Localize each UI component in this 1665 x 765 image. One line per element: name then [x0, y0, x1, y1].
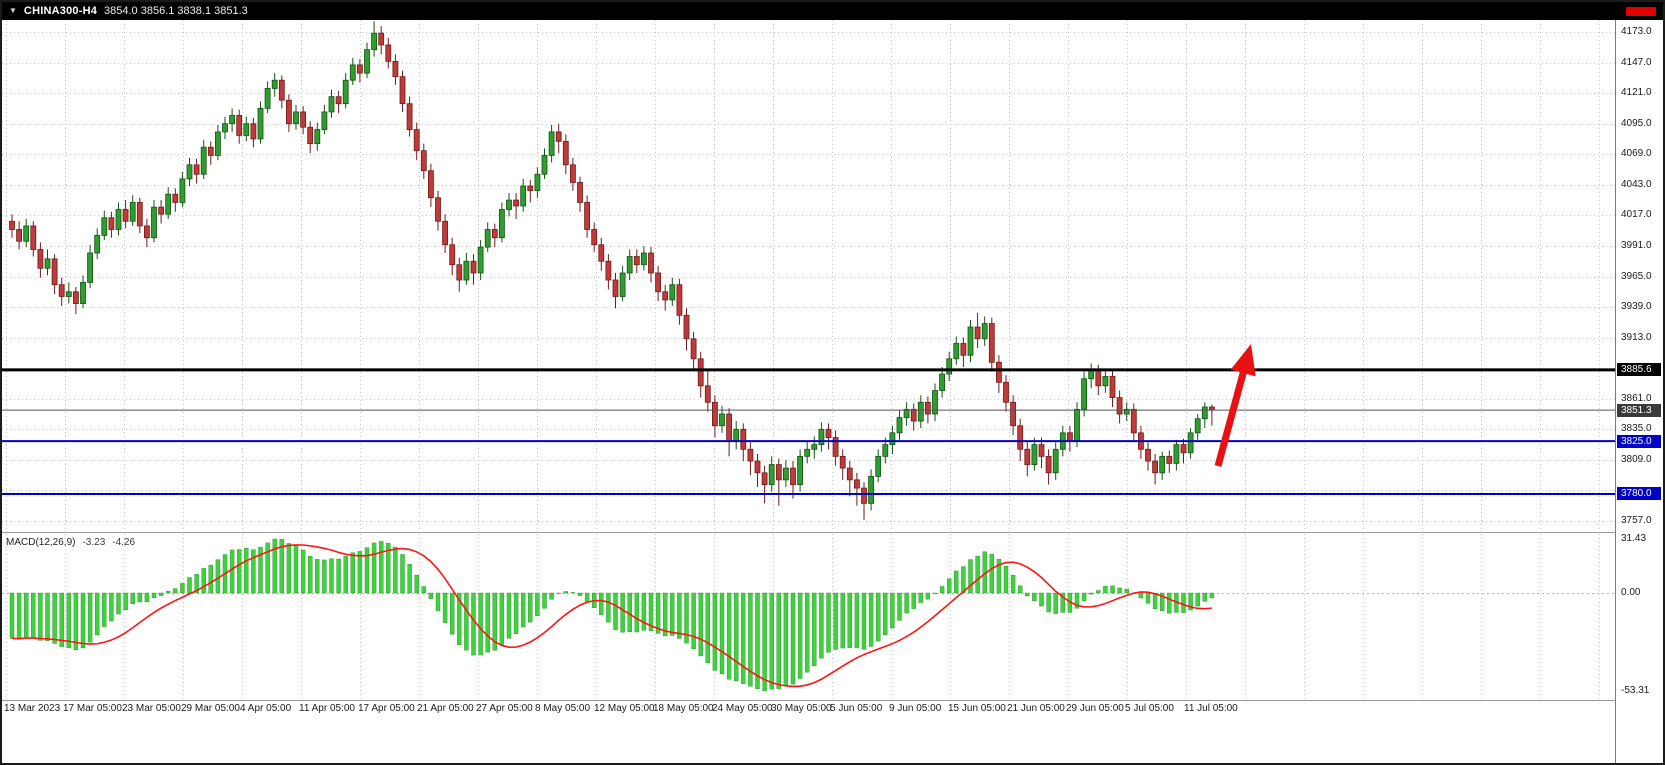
time-axis-label: 30 May 05:00: [771, 703, 832, 714]
price-axis[interactable]: 31.43 0.00 -53.31 4173.0 4147.0 4121.0 4095…: [1615, 20, 1663, 763]
time-axis-label: 23 Mar 05:00: [122, 703, 181, 714]
time-axis-label: 17 Mar 05:00: [63, 703, 122, 714]
price-axis-label: 3757.0: [1621, 515, 1652, 526]
macd-scale-zero: 0.00: [1621, 587, 1641, 598]
time-axis-label: 21 Jun 05:00: [1007, 703, 1065, 714]
grid-layer: [2, 20, 1615, 533]
price-axis-label: 3835.0: [1621, 423, 1652, 435]
time-axis-label: 5 Jul 05:00: [1125, 703, 1174, 714]
time-axis-label: 24 May 05:00: [712, 703, 773, 714]
macd-plot[interactable]: [2, 534, 1615, 700]
chart-symbol-title: CHINA300-H4: [23, 5, 98, 17]
macd-indicator-label: MACD(12,26,9) -3.23 -4.26: [6, 537, 135, 548]
current-price-badge: 3851.3: [1617, 403, 1661, 417]
time-axis-label: 5 Jun 05:00: [830, 703, 883, 714]
time-axis-label: 4 Apr 05:00: [240, 703, 292, 714]
time-axis-label: 11 Apr 05:00: [299, 703, 355, 714]
macd-scale-min: -53.31: [1621, 685, 1650, 696]
time-axis-label: 17 Apr 05:00: [358, 703, 415, 714]
price-chart-plot[interactable]: [2, 20, 1615, 533]
price-axis-label: 3991.0: [1621, 239, 1652, 251]
time-axis-label: 27 Apr 05:00: [476, 703, 533, 714]
resistance-price-badge: 3885.6: [1617, 363, 1661, 377]
macd-signal-value: -4.26: [112, 537, 136, 548]
time-axis-label: 12 May 05:00: [594, 703, 655, 714]
macd-signal-line: [11, 544, 1212, 688]
macd-histogram: [9, 538, 1215, 692]
time-axis-label: 21 Apr 05:00: [417, 703, 474, 714]
time-axis-label: 8 May 05:00: [535, 703, 591, 714]
price-axis-label: 4069.0: [1621, 148, 1652, 160]
close-icon[interactable]: [1626, 6, 1656, 16]
symbol-dropdown-icon[interactable]: ▼: [9, 6, 17, 15]
candles-layer: [9, 21, 1215, 520]
time-axis-label: 11 Jul 05:00: [1184, 703, 1238, 714]
chart-ohlc-values: 3854.0 3856.1 3838.1 3851.3: [104, 5, 248, 17]
price-axis-label: 3913.0: [1621, 331, 1652, 343]
price-axis-label: 3965.0: [1621, 270, 1652, 282]
support2-price-badge: 3780.0: [1617, 487, 1661, 501]
price-axis-label: 4017.0: [1621, 209, 1652, 221]
time-axis[interactable]: 13 Mar 2023 17 Mar 05:00 23 Mar 05:00 29 Ma…: [2, 701, 1615, 719]
time-axis-label: 29 Mar 05:00: [181, 703, 240, 714]
macd-scale-max: 31.43: [1621, 533, 1647, 544]
price-axis-label: 4095.0: [1621, 117, 1652, 129]
trend-arrow-annotation[interactable]: [1214, 344, 1256, 467]
panel-separator[interactable]: [2, 532, 1615, 533]
price-axis-label: 3809.0: [1621, 453, 1652, 465]
chart-titlebar: ▼ CHINA300-H4 3854.0 3856.1 3838.1 3851.…: [2, 2, 1663, 20]
time-axis-separator: [2, 700, 1615, 701]
time-axis-label: 15 Jun 05:00: [948, 703, 1006, 714]
price-axis-label: 3861.0: [1621, 392, 1652, 404]
time-axis-label: 29 Jun 05:00: [1066, 703, 1124, 714]
time-axis-label: 9 Jun 05:00: [889, 703, 942, 714]
price-axis-label: 4173.0: [1621, 26, 1652, 37]
macd-name: MACD(12,26,9): [6, 537, 76, 548]
price-axis-label: 4121.0: [1621, 87, 1652, 99]
price-axis-label: 4043.0: [1621, 178, 1652, 190]
time-axis-label: 18 May 05:00: [653, 703, 714, 714]
chart-area: MACD(12,26,9) -3.23 -4.26 31.43 0.00 -53…: [2, 20, 1663, 763]
support-price-badge: 3825.0: [1617, 434, 1661, 448]
macd-main-value: -3.23: [82, 537, 106, 548]
price-axis-label: 4147.0: [1621, 56, 1652, 68]
time-axis-label: 13 Mar 2023: [4, 703, 61, 714]
price-axis-label: 3939.0: [1621, 301, 1652, 313]
